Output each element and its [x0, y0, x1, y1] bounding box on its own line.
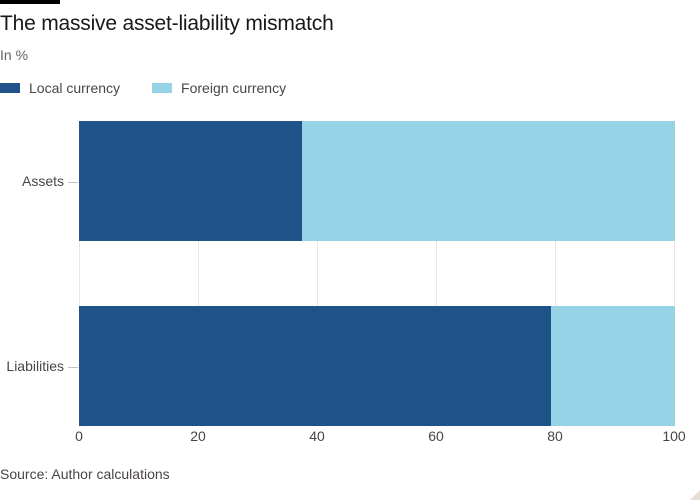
gridline-80 [555, 121, 556, 426]
gridline-60 [436, 121, 437, 426]
x-tick-80: 80 [547, 428, 563, 444]
legend-label-local: Local currency [29, 80, 121, 96]
bar-liabilities-foreign [551, 306, 675, 426]
bar-assets-foreign [301, 121, 675, 241]
gridline-40 [317, 121, 318, 426]
gridline-20 [198, 121, 199, 426]
bar-assets-local [79, 121, 302, 241]
source-note: Source: Author calculations [0, 466, 170, 482]
x-tick-60: 60 [428, 428, 444, 444]
category-tick-liabilities [68, 367, 78, 368]
resize-corner [690, 490, 700, 500]
bar-assets [79, 121, 675, 241]
category-label-liabilities: Liabilities [6, 358, 64, 374]
legend-swatch-foreign [152, 83, 173, 93]
bar-liabilities-local [79, 306, 552, 426]
category-label-assets: Assets [21, 173, 64, 189]
x-tick-0: 0 [75, 428, 83, 444]
plot-area [79, 121, 675, 426]
brand-bar [0, 0, 60, 4]
chart-subtitle: In % [0, 47, 29, 63]
chart-title: The massive asset-liability mismatch [0, 12, 334, 35]
x-tick-100: 100 [662, 428, 686, 444]
x-tick-40: 40 [309, 428, 325, 444]
legend-item-local: Local currency [0, 80, 120, 96]
legend-swatch-local [0, 83, 20, 93]
category-tick-assets [68, 182, 78, 183]
x-tick-20: 20 [190, 428, 206, 444]
legend: Local currency Foreign currency [0, 80, 286, 96]
legend-label-foreign: Foreign currency [181, 80, 287, 96]
gridline-100 [674, 121, 675, 426]
bar-liabilities [79, 306, 675, 426]
gridline-0 [79, 121, 80, 426]
legend-item-foreign: Foreign currency [152, 80, 286, 96]
